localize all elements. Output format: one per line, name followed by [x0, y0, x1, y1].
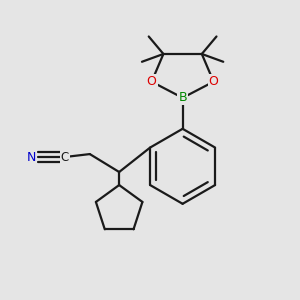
Text: O: O	[208, 75, 218, 88]
Text: O: O	[147, 75, 157, 88]
Text: B: B	[178, 91, 187, 104]
Text: C: C	[61, 151, 69, 164]
Text: N: N	[27, 151, 37, 164]
